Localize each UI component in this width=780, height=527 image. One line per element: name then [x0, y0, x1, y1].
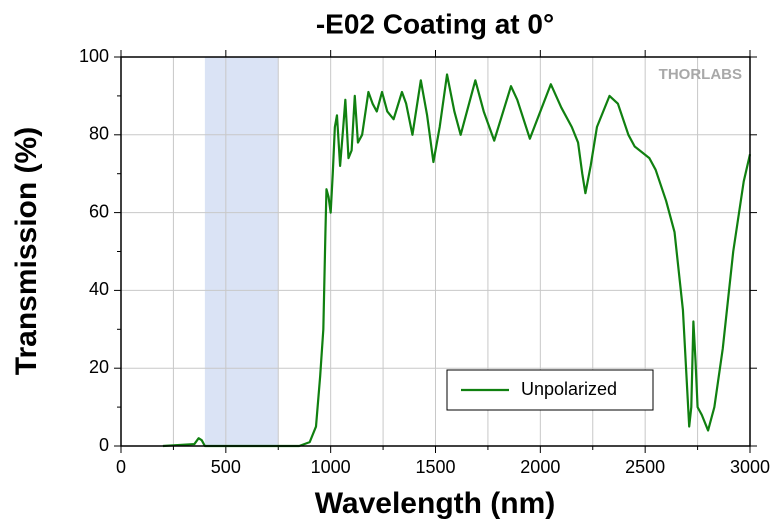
legend-label: Unpolarized	[521, 379, 617, 399]
x-tick-label: 2000	[520, 457, 560, 477]
shaded-region	[204, 57, 279, 446]
y-tick-label: 40	[89, 279, 109, 299]
y-tick-label: 100	[79, 46, 109, 66]
x-axis-label: Wavelength (nm)	[315, 487, 556, 520]
x-tick-label: 1000	[311, 457, 351, 477]
x-tick-label: 0	[116, 457, 126, 477]
watermark: THORLABS	[659, 66, 742, 83]
x-tick-label: 500	[211, 457, 241, 477]
y-tick-label: 0	[99, 435, 109, 455]
x-tick-label: 3000	[730, 457, 770, 477]
y-tick-label: 60	[89, 201, 109, 221]
y-tick-label: 80	[89, 124, 109, 144]
y-tick-label: 20	[89, 357, 109, 377]
y-axis-label: Transmission (%)	[10, 127, 43, 375]
x-tick-label: 2500	[625, 457, 665, 477]
plot-frame	[120, 56, 751, 447]
chart-title: -E02 Coating at 0°	[316, 8, 554, 39]
x-tick-label: 1500	[415, 457, 455, 477]
line	[162, 73, 752, 448]
